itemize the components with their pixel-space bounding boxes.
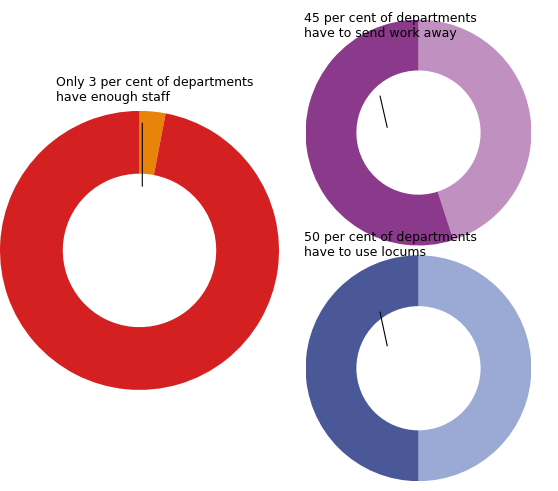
Text: 50 per cent of departments
have to use locums: 50 per cent of departments have to use l… [304, 231, 477, 259]
Text: Only 3 per cent of departments
have enough staff: Only 3 per cent of departments have enou… [56, 76, 253, 104]
Wedge shape [306, 255, 418, 481]
Wedge shape [418, 255, 531, 481]
Wedge shape [418, 20, 531, 240]
Text: 45 per cent of departments
have to send work away: 45 per cent of departments have to send … [304, 12, 477, 40]
Wedge shape [306, 20, 454, 246]
Wedge shape [140, 111, 166, 175]
Wedge shape [0, 111, 279, 390]
